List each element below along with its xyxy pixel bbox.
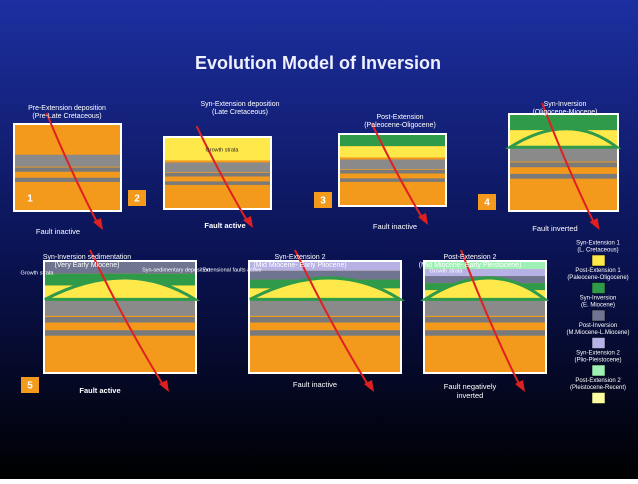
strata-band xyxy=(340,178,445,182)
fault xyxy=(195,125,250,225)
annotation: Growth strata xyxy=(205,147,239,153)
strata-band xyxy=(510,162,617,168)
panel-subtitle: (Mid Miocene- Early Pliocene) xyxy=(253,262,346,269)
legend-name: Syn-Inversion xyxy=(580,296,617,302)
top-layer xyxy=(510,115,617,131)
fault xyxy=(45,112,100,227)
top-layer xyxy=(425,262,545,270)
legend-period: (Pleistocene-Recent) xyxy=(570,385,626,391)
anticline xyxy=(419,276,550,301)
fault xyxy=(541,102,597,227)
step-badge xyxy=(21,377,39,393)
strata-band xyxy=(45,330,195,336)
legend-name: Post-Inversion xyxy=(579,323,617,329)
fault-status: Fault inactive xyxy=(373,222,417,231)
legend-swatch xyxy=(591,309,606,322)
strata-band xyxy=(15,167,120,172)
slide-title: Evolution Model of Inversion xyxy=(195,53,441,73)
legend-name: Post-Extension 1 xyxy=(575,268,621,274)
legend-period: (L. Cretaceous) xyxy=(577,248,618,254)
strata-band xyxy=(250,317,400,323)
fault-arrow xyxy=(243,216,253,228)
legend-period: (E. Miocene) xyxy=(581,303,615,309)
strata-band xyxy=(510,173,617,179)
top-layer xyxy=(45,262,195,274)
anticline xyxy=(44,276,201,301)
fault-arrow xyxy=(515,380,525,392)
legend-name: Syn-Extension 2 xyxy=(576,351,620,357)
strata-band xyxy=(45,317,195,323)
step-badge xyxy=(128,190,146,206)
top-layer xyxy=(250,270,400,280)
annotation: Growth strata xyxy=(429,268,463,274)
panel-title: Syn-Extension 2 xyxy=(275,254,326,261)
panel-subtitle: (Very Early Miocene) xyxy=(55,262,120,269)
strata-band xyxy=(165,173,270,177)
fault-status: Fault negatively xyxy=(444,382,497,391)
strata-band xyxy=(425,330,545,336)
fault xyxy=(370,122,425,222)
annotation: Growth strata xyxy=(20,270,54,276)
legend-swatch xyxy=(591,337,606,349)
step-badge xyxy=(478,194,496,210)
top-layer xyxy=(250,262,400,271)
strata-band xyxy=(165,181,270,185)
panel-title: Pre-Extension deposition xyxy=(28,105,106,112)
panel-subtitle: (Late Cretaceous) xyxy=(212,109,268,116)
panel-title: Post-Extension xyxy=(376,114,423,121)
panel-title: Syn-Extension deposition xyxy=(201,101,280,108)
step-number: 1 xyxy=(27,194,33,205)
legend-period: (Plio-Pleistocene) xyxy=(574,358,621,364)
strata-band xyxy=(340,170,445,174)
anticline xyxy=(504,127,622,149)
fault-status: inverted xyxy=(457,391,484,400)
annotation: Extensional faults active xyxy=(202,267,261,273)
fault xyxy=(460,249,522,389)
step-badge xyxy=(21,190,39,206)
top-layer xyxy=(165,138,270,161)
panel-title: Syn-Inversion sedimentation xyxy=(43,254,131,261)
legend-period: (M.Miocene-L.Miocene) xyxy=(566,330,629,336)
legend-name: Post-Extension 2 xyxy=(575,378,621,384)
panel-subtitle: (Pre-Late Cretaceous) xyxy=(32,113,101,120)
fault-arrow xyxy=(159,380,169,392)
panel-subtitle: (Mid Miocene- Early Pleistocene) xyxy=(419,262,522,269)
strata-band xyxy=(250,330,400,336)
fault-status: Fault active xyxy=(204,221,245,230)
panel-title: Syn-Inversion xyxy=(544,101,587,108)
legend-swatch xyxy=(591,392,606,404)
step-number: 4 xyxy=(484,198,490,209)
top-layer xyxy=(340,146,445,158)
fault-status: Fault inactive xyxy=(293,380,337,389)
strata-band xyxy=(15,177,120,182)
annotation: Syn-sedimentary deposition xyxy=(142,267,210,273)
fault xyxy=(294,249,371,389)
fault-status: Fault active xyxy=(79,386,120,395)
panel-title: Post-Extension 2 xyxy=(444,254,497,261)
strata-band xyxy=(425,317,545,323)
legend-swatch xyxy=(591,254,606,267)
fault-arrow xyxy=(93,218,103,230)
legend-swatch xyxy=(591,364,606,377)
top-layer xyxy=(340,135,445,147)
step-number: 5 xyxy=(27,381,33,392)
fault xyxy=(89,249,166,389)
fault-arrow xyxy=(364,380,374,392)
legend-swatch xyxy=(591,282,606,294)
panel-subtitle: (Oligocene-Miocene) xyxy=(533,109,598,116)
fault-arrow xyxy=(589,218,600,230)
step-number: 3 xyxy=(320,196,326,207)
top-layer xyxy=(425,269,545,277)
legend-name: Syn-Extension 1 xyxy=(576,241,620,247)
anticline xyxy=(249,276,406,301)
fault-arrow xyxy=(418,213,428,225)
fault-status: Fault inactive xyxy=(36,227,80,236)
fault-status: Fault inverted xyxy=(532,224,577,233)
panel-subtitle: (Paleocene-Oligocene) xyxy=(364,122,436,129)
step-number: 2 xyxy=(134,194,140,205)
legend-period: (Paleocene-Oligocene) xyxy=(567,275,628,281)
step-badge xyxy=(314,192,332,208)
